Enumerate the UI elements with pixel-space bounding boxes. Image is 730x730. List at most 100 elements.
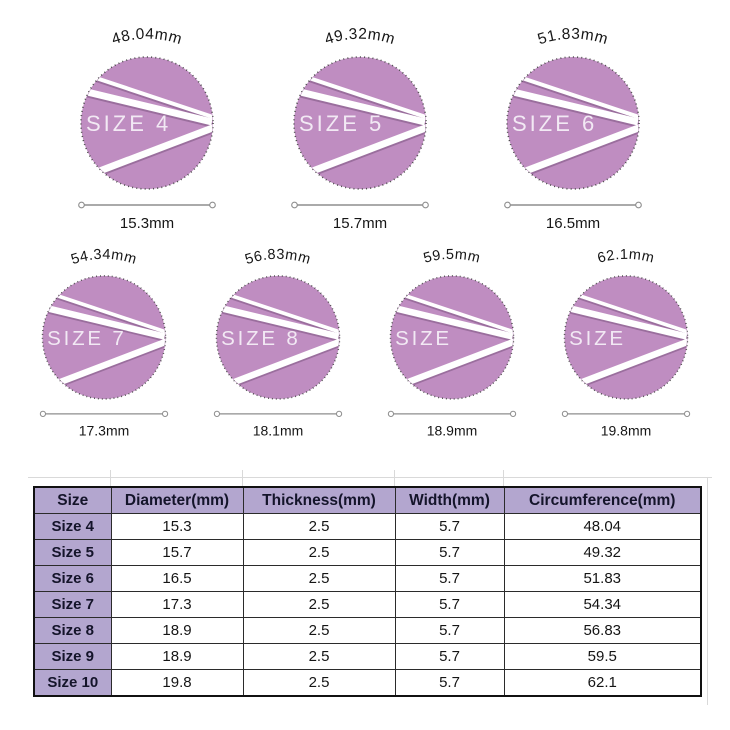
table-row-size-5: Size 5 15.7 2.5 5.7 49.32	[33, 539, 702, 566]
ring-circle	[506, 56, 640, 190]
row-label: Size 7	[33, 591, 112, 618]
ring-figure-size-7: 54.34mm SIZE 7 17.3mm	[34, 233, 174, 445]
diameter-label: 16.5mm	[546, 215, 600, 232]
cell-circumference: 51.83	[503, 565, 702, 592]
ring-diagram: 54.34mm SIZE 7 17.3mm	[39, 247, 169, 438]
gridline-hint	[242, 470, 243, 486]
diameter-measure-line	[387, 410, 517, 418]
ring-circle	[80, 56, 214, 190]
sizer-bands	[43, 292, 166, 389]
cell-thickness: 2.5	[242, 617, 396, 644]
cell-circumference: 48.04	[503, 513, 702, 540]
cell-diameter: 19.8	[110, 669, 244, 697]
cell-diameter: 16.5	[110, 565, 244, 592]
ring-diagram: 62.1mm SIZE 19.8mm	[561, 247, 691, 438]
ring-row-2: 54.34mm SIZE 7 17.3mm	[0, 233, 730, 445]
cell-diameter: 18.9	[110, 643, 244, 670]
ring-circle	[41, 275, 167, 400]
ring-figure-size-4: 48.04mm SIZE 4 15.3mm	[72, 11, 222, 238]
ring-size-label: SIZE 4	[86, 111, 171, 136]
ring-figure-size-8: 56.83mm SIZE 8 18.1mm	[208, 233, 348, 445]
circumference-label: 56.83mm	[243, 247, 312, 268]
ring-figure-size-10: 62.1mm SIZE 19.8mm	[556, 233, 696, 445]
circumference-label: 54.34mm	[69, 247, 138, 268]
cell-thickness: 2.5	[242, 539, 396, 566]
cell-circumference: 62.1	[503, 669, 702, 697]
circumference-label: 59.5mm	[422, 247, 482, 267]
table-row-size-8: Size 8 18.9 2.5 5.7 56.83	[33, 617, 702, 644]
column-header-circumference: Circumference(mm)	[503, 486, 702, 514]
column-header-width: Width(mm)	[394, 486, 505, 514]
ring-figure-size-9: 59.5mm SIZE 18.9mm	[382, 233, 522, 445]
row-label: Size 8	[33, 617, 112, 644]
cell-thickness: 2.5	[242, 565, 396, 592]
cell-diameter: 17.3	[110, 591, 244, 618]
column-header-thickness: Thickness(mm)	[242, 486, 396, 514]
cell-width: 5.7	[394, 591, 505, 618]
column-header-diameter: Diameter(mm)	[110, 486, 244, 514]
circumference-label: 51.83mm	[536, 26, 610, 49]
column-header-size: Size	[33, 486, 112, 514]
ring-row-1: 48.04mm SIZE 4 15.3mm	[0, 11, 730, 238]
circumference-label: 49.32mm	[323, 26, 397, 49]
cell-circumference: 49.32	[503, 539, 702, 566]
ring-diagram: 51.83mm SIZE 6 16.5mm	[504, 26, 642, 232]
gridline-hint	[110, 470, 111, 486]
sizer-bands	[508, 75, 639, 178]
ring-diagram: 56.83mm SIZE 8 18.1mm	[213, 247, 343, 438]
ring-diagram: 59.5mm SIZE 18.9mm	[387, 247, 517, 438]
cell-circumference: 56.83	[503, 617, 702, 644]
ring-circle	[389, 275, 515, 400]
cell-width: 5.7	[394, 669, 505, 697]
ring-size-label: SIZE 5	[299, 111, 384, 136]
circumference-label: 48.04mm	[110, 26, 184, 49]
sizer-bands	[295, 75, 426, 178]
ring-circle	[215, 275, 341, 400]
row-label: Size 9	[33, 643, 112, 670]
row-label: Size 6	[33, 565, 112, 592]
ring-figure-size-5: 49.32mm SIZE 5 15.7mm	[285, 11, 435, 238]
ring-circle	[563, 275, 689, 400]
diameter-measure-line	[291, 201, 429, 209]
diameter-measure-line	[78, 201, 216, 209]
sizer-bands	[565, 292, 688, 389]
ring-size-label: SIZE	[569, 327, 626, 350]
cell-thickness: 2.5	[242, 513, 396, 540]
cell-width: 5.7	[394, 565, 505, 592]
table-row-size-6: Size 6 16.5 2.5 5.7 51.83	[33, 565, 702, 592]
ring-size-table: Size Diameter(mm) Thickness(mm) Width(mm…	[33, 486, 702, 697]
diameter-measure-line	[561, 410, 691, 418]
diameter-measure-line	[213, 410, 343, 418]
cell-width: 5.7	[394, 539, 505, 566]
sizer-bands	[391, 292, 514, 389]
row-label: Size 4	[33, 513, 112, 540]
cell-diameter: 18.9	[110, 617, 244, 644]
sizer-bands	[217, 292, 340, 389]
row-label: Size 5	[33, 539, 112, 566]
cell-thickness: 2.5	[242, 591, 396, 618]
table-row-size-9: Size 9 18.9 2.5 5.7 59.5	[33, 643, 702, 670]
cell-width: 5.7	[394, 617, 505, 644]
sizer-bands	[82, 75, 213, 178]
ring-size-label: SIZE	[395, 327, 452, 350]
table-row-size-10: Size 10 19.8 2.5 5.7 62.1	[33, 669, 702, 697]
gridline-hint	[707, 477, 708, 705]
cell-width: 5.7	[394, 513, 505, 540]
size-table-container: Size Diameter(mm) Thickness(mm) Width(mm…	[33, 486, 702, 697]
gridline-hint	[503, 470, 504, 486]
cell-width: 5.7	[394, 643, 505, 670]
diameter-measure-line	[504, 201, 642, 209]
ring-circle	[293, 56, 427, 190]
diameter-label: 18.1mm	[253, 422, 303, 438]
ring-diagram: 49.32mm SIZE 5 15.7mm	[291, 26, 429, 232]
cell-diameter: 15.7	[110, 539, 244, 566]
diameter-label: 19.8mm	[601, 422, 651, 438]
circumference-label: 62.1mm	[596, 247, 656, 267]
cell-diameter: 15.3	[110, 513, 244, 540]
row-label: Size 10	[33, 669, 112, 697]
diameter-label: 18.9mm	[427, 422, 477, 438]
table-row-size-4: Size 4 15.3 2.5 5.7 48.04	[33, 513, 702, 540]
ring-size-label: SIZE 6	[512, 111, 597, 136]
cell-thickness: 2.5	[242, 643, 396, 670]
cell-circumference: 59.5	[503, 643, 702, 670]
